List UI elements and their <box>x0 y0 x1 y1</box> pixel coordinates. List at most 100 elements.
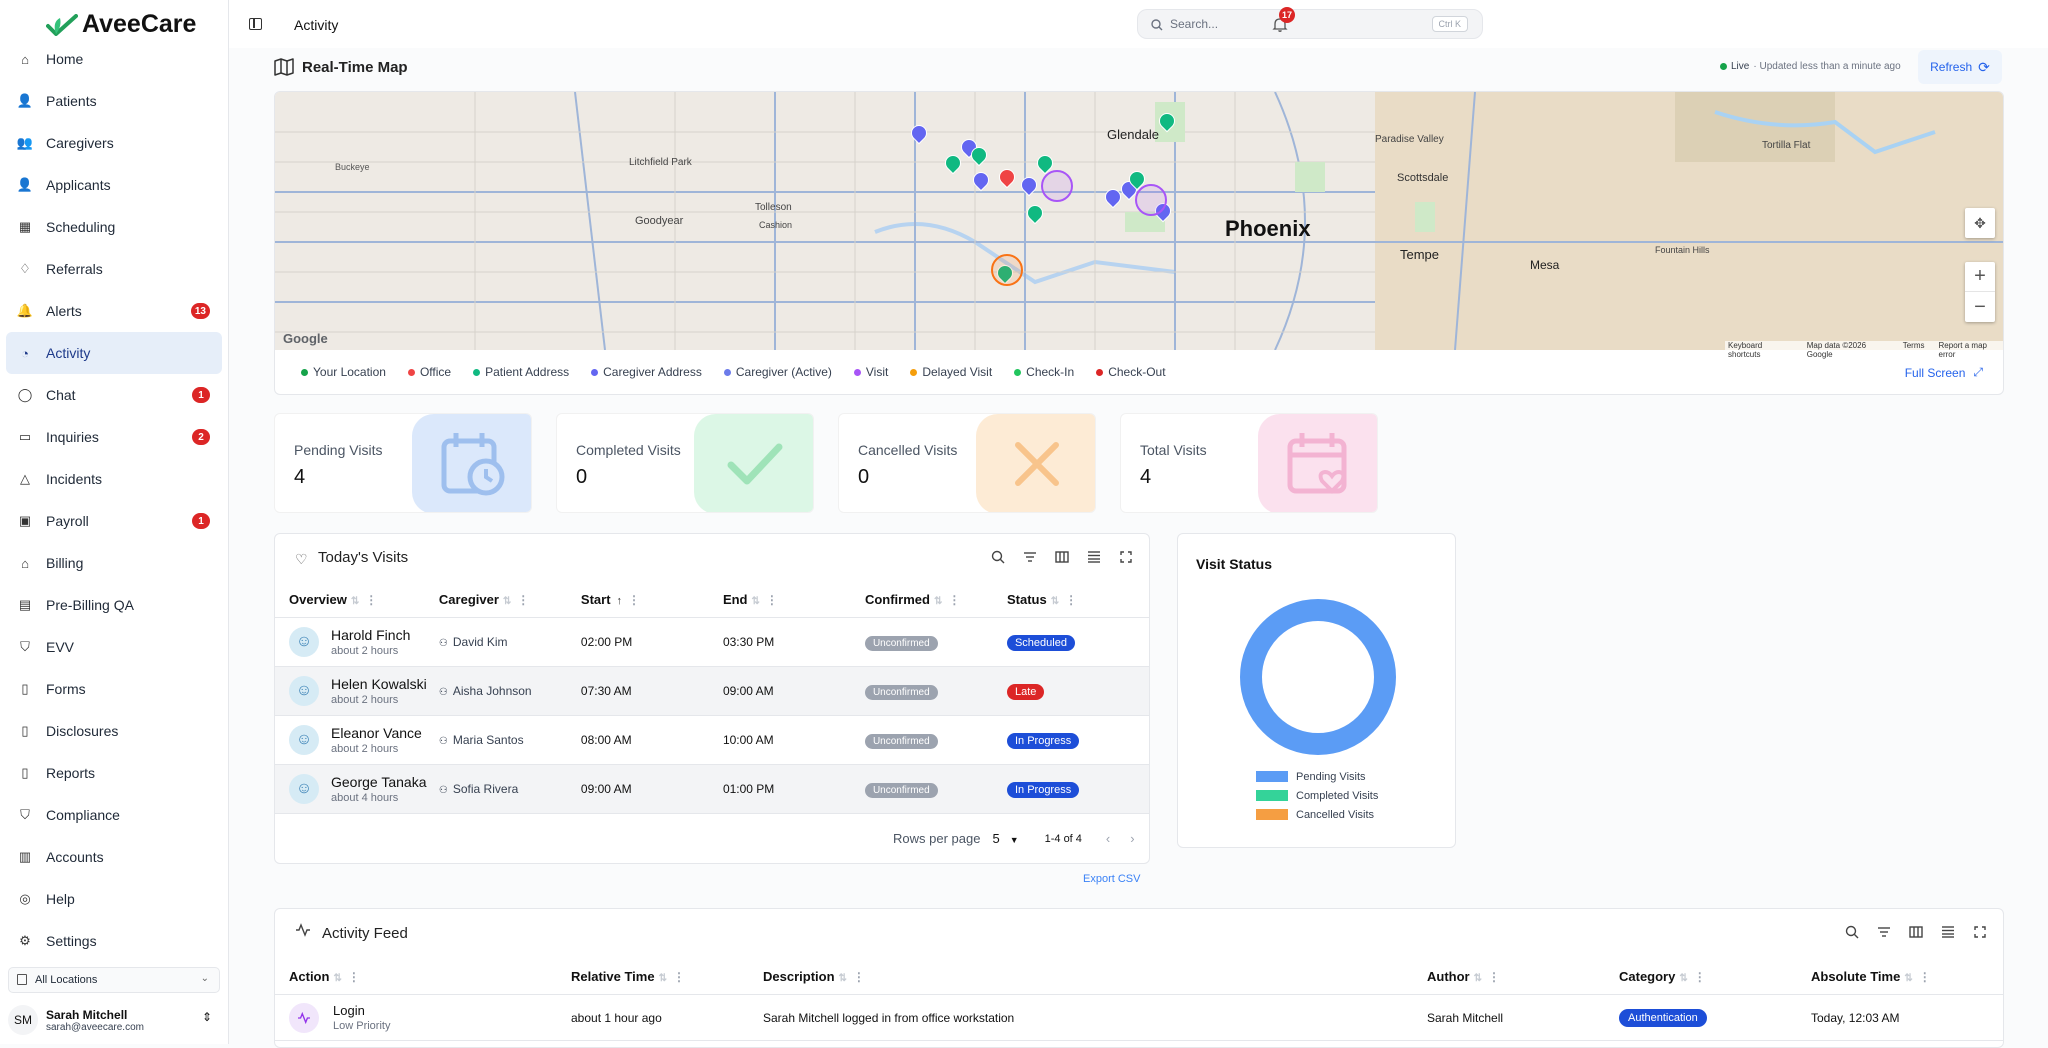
refresh-button[interactable]: Refresh ⟳ <box>1918 50 2002 84</box>
search-input[interactable]: Search... Ctrl K <box>1137 9 1483 39</box>
sidebar-item-reports[interactable]: ▯ Reports <box>6 752 222 794</box>
column-menu-icon[interactable]: ⋮ <box>517 593 530 607</box>
column-menu-icon[interactable]: ⋮ <box>1918 970 1931 984</box>
sidebar-item-help[interactable]: ◎ Help <box>6 878 222 920</box>
patient-name[interactable]: Harold Finch <box>331 627 411 643</box>
filter-icon[interactable] <box>1873 921 1895 943</box>
patient-name[interactable]: Helen Kowalski <box>331 676 427 692</box>
next-page-icon[interactable]: › <box>1130 831 1135 846</box>
column-header[interactable]: Caregiver ⇅ ⋮ <box>439 592 581 607</box>
search-icon[interactable] <box>1841 921 1863 943</box>
table-row[interactable]: ☺ George Tanaka about 4 hours ⚇ Sofia Rivera… <box>275 765 1149 814</box>
refresh-label: Refresh <box>1930 60 1973 74</box>
map-card: Phoenix Glendale Tempe Mesa Scottsdale Paradi… <box>274 91 2004 395</box>
column-header-label: Caregiver <box>438 592 499 607</box>
donut-slice-pending-visits[interactable] <box>1240 599 1396 755</box>
sidebar-item-caregivers[interactable]: 👥 Caregivers <box>6 122 222 164</box>
sidebar-toggle-icon[interactable] <box>249 18 262 30</box>
column-header[interactable]: Relative Time ⇅ ⋮ <box>571 969 763 984</box>
table-row[interactable]: ☺ Harold Finch about 2 hours ⚇ David Kim 02:0… <box>275 618 1149 667</box>
map-canvas[interactable]: Phoenix Glendale Tempe Mesa Scottsdale Paradi… <box>275 92 2003 359</box>
sidebar-item-disclosures[interactable]: ▯ Disclosures <box>6 710 222 752</box>
column-header[interactable]: Description ⇅ ⋮ <box>763 969 1427 984</box>
sidebar-item-incidents[interactable]: △ Incidents <box>6 458 222 500</box>
caret-down-icon: ▼ <box>1009 835 1019 845</box>
sidebar-item-inquiries[interactable]: ▭ Inquiries 2 <box>6 416 222 458</box>
feed-toolbar <box>1831 921 1991 943</box>
notifications-button[interactable]: 17 <box>1269 7 1295 35</box>
sidebar-item-accounts[interactable]: ▥ Accounts <box>6 836 222 878</box>
sidebar-item-home[interactable]: ⌂ Home <box>6 38 222 80</box>
sidebar-item-chat[interactable]: ◯ Chat 1 <box>6 374 222 416</box>
patient-avatar-icon: ☺ <box>289 627 319 657</box>
sidebar-item-patients[interactable]: 👤 Patients <box>6 80 222 122</box>
fullscreen-icon[interactable] <box>1969 921 1991 943</box>
zoom-out-button[interactable]: − <box>1974 295 1986 318</box>
search-icon[interactable] <box>987 546 1009 568</box>
sidebar-item-pre-billing-qa[interactable]: ▤ Pre-Billing QA <box>6 584 222 626</box>
column-menu-icon[interactable]: ⋮ <box>948 593 961 607</box>
filter-icon[interactable] <box>1019 546 1041 568</box>
sidebar-item-referrals[interactable]: ♢ Referrals <box>6 248 222 290</box>
prev-page-icon[interactable]: ‹ <box>1105 831 1111 846</box>
column-menu-icon[interactable]: ⋮ <box>1488 970 1500 984</box>
column-header-label: Category <box>1619 969 1676 984</box>
columns-icon[interactable] <box>1905 921 1927 943</box>
table-row[interactable]: ☺ Eleanor Vance about 2 hours ⚇ Maria Santos… <box>275 716 1149 765</box>
column-header[interactable]: Overview ⇅ ⋮ <box>289 592 439 607</box>
full-screen-button[interactable]: Full Screen ⤢ <box>1905 365 1983 380</box>
density-icon[interactable] <box>1937 921 1959 943</box>
column-menu-icon[interactable]: ⋮ <box>1693 970 1706 984</box>
patient-name[interactable]: George Tanaka <box>331 774 427 790</box>
map-attribution-link[interactable]: Keyboard shortcuts <box>1728 341 1763 359</box>
sidebar-item-scheduling[interactable]: ▦ Scheduling <box>6 206 222 248</box>
sidebar-item-settings[interactable]: ⚙ Settings <box>6 920 222 962</box>
column-header[interactable]: End ⇅ ⋮ <box>723 592 865 607</box>
column-menu-icon[interactable]: ⋮ <box>672 970 685 984</box>
patient-name[interactable]: Eleanor Vance <box>331 725 422 741</box>
column-menu-icon[interactable]: ⋮ <box>765 593 778 607</box>
map-city-label: Buckeye <box>335 162 370 172</box>
sidebar-item-label: Incidents <box>46 471 103 487</box>
legend-label: Delayed Visit <box>922 365 993 379</box>
map-attribution-link[interactable]: Report a map error <box>1938 341 1987 359</box>
table-row[interactable]: Login Low Priority about 1 hour ago Sarah M… <box>275 995 2003 1041</box>
columns-icon[interactable] <box>1051 546 1073 568</box>
zoom-in-button[interactable]: + <box>1965 262 1995 292</box>
users-icon: 👥 <box>16 135 34 150</box>
column-header[interactable]: Start ↑ ⋮ <box>581 592 723 607</box>
map-attribution-link[interactable]: Map data ©2026 Google <box>1806 341 1867 359</box>
column-header[interactable]: Category ⇅ ⋮ <box>1619 969 1811 984</box>
column-header-label: Confirmed <box>864 592 930 607</box>
sidebar-item-alerts[interactable]: 🔔 Alerts 13 <box>6 290 222 332</box>
column-menu-icon[interactable]: ⋮ <box>1065 593 1078 607</box>
export-csv-link[interactable]: Export CSV <box>1083 873 1141 885</box>
sidebar-item-billing[interactable]: ⌂ Billing <box>6 542 222 584</box>
map-attribution-link[interactable]: Terms <box>1902 341 1925 350</box>
sidebar-item-forms[interactable]: ▯ Forms <box>6 668 222 710</box>
fullscreen-icon[interactable] <box>1115 546 1137 568</box>
sidebar-item-payroll[interactable]: ▣ Payroll 1 <box>6 500 222 542</box>
column-menu-icon[interactable]: ⋮ <box>628 593 641 607</box>
sidebar-item-applicants[interactable]: 👤 Applicants <box>6 164 222 206</box>
column-menu-icon[interactable]: ⋮ <box>347 970 360 984</box>
brand-logo[interactable]: AveeCare <box>46 10 196 39</box>
column-header[interactable]: Action ⇅ ⋮ <box>289 969 571 984</box>
column-menu-icon[interactable]: ⋮ <box>852 970 865 984</box>
user-menu[interactable]: SM Sarah Mitchell sarah@aveecare.com ⇕ <box>8 1000 220 1040</box>
table-row[interactable]: ☺ Helen Kowalski about 2 hours ⚇ Aisha Johns… <box>275 667 1149 716</box>
location-select[interactable]: All Locations ⌄ <box>8 967 220 993</box>
column-header[interactable]: Author ⇅ ⋮ <box>1427 969 1619 984</box>
column-menu-icon[interactable]: ⋮ <box>365 593 378 607</box>
sidebar-item-compliance[interactable]: ⛉ Compliance <box>6 794 222 836</box>
sidebar-item-label: Reports <box>46 765 96 781</box>
column-header[interactable]: Absolute Time ⇅ ⋮ <box>1811 969 1991 984</box>
legend-label: Your Location <box>313 365 386 379</box>
sidebar-item-evv[interactable]: ⛉ EVV <box>6 626 222 668</box>
sidebar-item-activity[interactable]: ◔ Activity <box>6 332 222 374</box>
density-icon[interactable] <box>1083 546 1105 568</box>
map-fullscreen-toggle[interactable]: ✥ <box>1965 208 1995 238</box>
column-header[interactable]: Confirmed ⇅ ⋮ <box>865 592 1007 607</box>
rows-per-page-select[interactable]: 5 ▼ <box>992 831 1018 846</box>
column-header[interactable]: Status ⇅ ⋮ <box>1007 592 1149 607</box>
